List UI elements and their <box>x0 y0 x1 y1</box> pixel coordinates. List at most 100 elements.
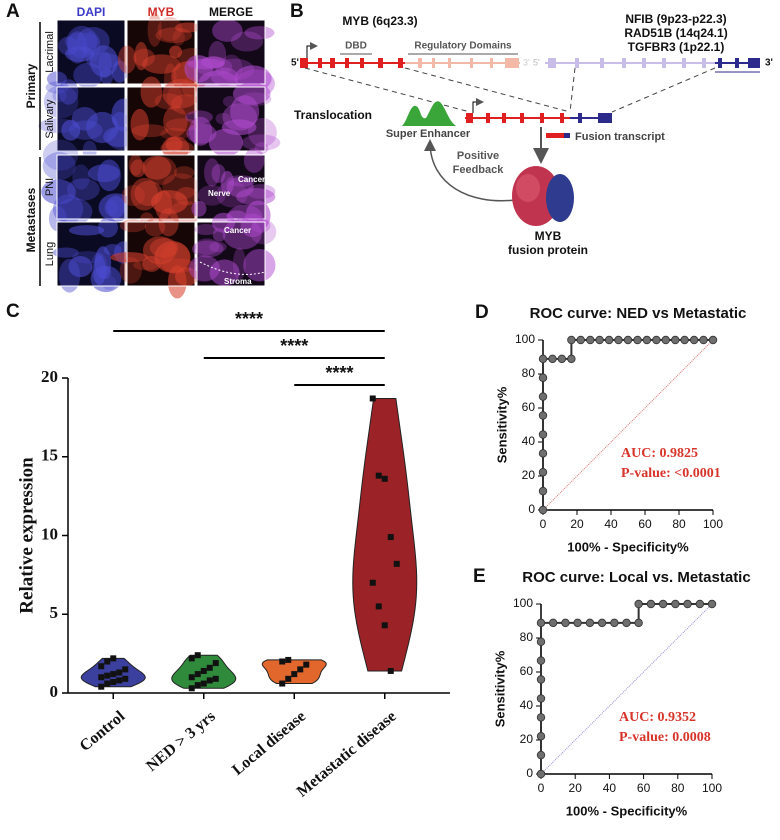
x-tick-label: 80 <box>672 517 686 531</box>
data-point <box>369 579 376 586</box>
roc-point <box>536 694 546 703</box>
roc-point <box>695 599 705 609</box>
tissue-blob <box>42 152 76 181</box>
roc-point <box>538 392 548 401</box>
y-tick-label: 20 <box>522 468 536 482</box>
protein-label: fusion protein <box>508 243 588 257</box>
tissue-blob <box>43 85 79 119</box>
tissue-blob <box>220 170 235 195</box>
tissue-blob <box>147 12 162 47</box>
roc-point <box>561 618 570 628</box>
row-label: Salivary <box>44 99 56 139</box>
data-point <box>104 672 111 679</box>
gene-label: MYB (6q23.3) <box>342 14 417 28</box>
tissue-blob <box>142 155 172 180</box>
column-label: MYB <box>148 5 175 19</box>
tissue-blob <box>160 127 190 141</box>
y-tick-label: 60 <box>520 664 534 678</box>
y-tick-label: 80 <box>522 366 536 380</box>
roc-point <box>536 769 546 779</box>
tissue-blob <box>72 251 103 264</box>
row-label: PNI <box>44 178 56 196</box>
data-point <box>110 655 117 662</box>
roc-point <box>576 335 585 345</box>
strand-end: 3' <box>765 58 773 69</box>
x-tick-label: 80 <box>671 781 685 795</box>
data-point <box>206 677 213 684</box>
micrograph-frame <box>56 86 126 152</box>
data-point <box>194 682 201 689</box>
tissue-blob <box>226 175 256 187</box>
x-tick-label: 40 <box>603 781 617 795</box>
data-point <box>116 677 123 684</box>
tissue-blob <box>211 212 236 233</box>
y-tick-label: 40 <box>520 698 534 712</box>
y-tick-label: 100 <box>513 596 533 610</box>
annotation: AUC: 0.9825 <box>621 446 698 461</box>
tissue-blob <box>240 213 265 238</box>
tissue-blob <box>191 200 207 217</box>
micrograph-frame <box>56 19 126 85</box>
data-point <box>104 658 111 665</box>
row-label: Lacrimal <box>44 31 56 73</box>
panel-letter: C <box>6 301 20 322</box>
data-point <box>104 680 111 687</box>
tissue-blob <box>64 32 101 51</box>
data-point <box>291 671 298 678</box>
tissue-blob <box>162 79 201 109</box>
y-tick-label: 0 <box>528 502 535 516</box>
data-point <box>98 663 105 670</box>
data-point <box>194 671 201 678</box>
x-tick-label: 100 <box>703 517 723 531</box>
micrograph-frame <box>196 86 266 152</box>
data-point <box>110 671 117 678</box>
roc-point <box>614 335 623 345</box>
tissue-blob <box>133 48 155 67</box>
translocation-label: Translocation <box>294 108 372 122</box>
tissue-blob <box>249 219 277 245</box>
micrograph-frame <box>196 221 266 287</box>
feedback-label: Positive <box>457 150 499 162</box>
panel-letter: A <box>6 1 20 22</box>
tissue-blob <box>194 238 220 255</box>
x-tick-label: 60 <box>637 781 651 795</box>
tissue-blob <box>41 179 76 205</box>
roc-point <box>708 335 718 345</box>
tissue-blob <box>247 117 277 148</box>
roc-point <box>536 618 546 628</box>
tissue-blob <box>204 158 221 187</box>
x-tick-label: 0 <box>540 517 547 531</box>
data-point <box>200 680 207 687</box>
x-tick-label: Metastatic disease <box>294 708 400 801</box>
y-tick-label: 60 <box>522 400 536 414</box>
data-point <box>285 656 292 663</box>
data-point <box>188 655 195 662</box>
roc-point <box>548 354 557 364</box>
tissue-blob <box>236 188 276 206</box>
tissue-blob <box>243 148 265 173</box>
tissue-blob <box>246 184 276 199</box>
y-tick-label: 5 <box>50 603 59 622</box>
roc-point <box>536 750 546 760</box>
roc-point <box>573 618 582 628</box>
roc-point <box>586 335 595 345</box>
roc-point <box>652 335 661 345</box>
tissue-blob <box>142 54 181 74</box>
gene-label: RAD51B (14q24.1) <box>624 26 727 40</box>
tissue-blob <box>119 256 142 284</box>
reference-line <box>542 339 714 511</box>
data-point <box>279 658 286 665</box>
data-point <box>122 675 129 682</box>
roc-point <box>538 373 548 382</box>
tissue-blob <box>169 200 202 225</box>
significance-label: **** <box>235 309 263 329</box>
roc-point <box>671 335 680 345</box>
tissue-blob <box>184 55 214 83</box>
roc-point <box>634 599 643 609</box>
group-label: Metastases <box>24 187 38 252</box>
column-label: DAPI <box>77 5 106 19</box>
y-tick-label: 0 <box>50 682 59 701</box>
roc-point <box>538 505 548 515</box>
data-point <box>194 652 201 659</box>
tissue-blob <box>161 136 190 161</box>
